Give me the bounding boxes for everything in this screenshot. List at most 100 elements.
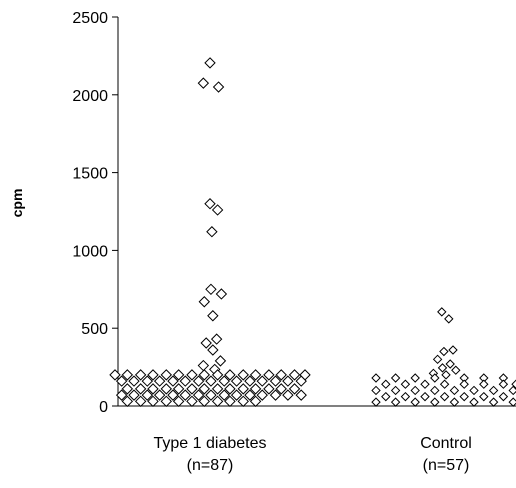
data-point (134, 383, 147, 395)
data-point (198, 383, 211, 395)
data-point (218, 375, 230, 387)
data-point (439, 346, 449, 357)
data-point (134, 395, 147, 408)
data-point (479, 391, 489, 402)
data-point (444, 314, 454, 324)
data-point (197, 77, 210, 89)
data-point (207, 344, 219, 356)
data-point (390, 385, 401, 396)
data-point (445, 359, 455, 369)
data-point (205, 375, 217, 387)
x-category-label: (n=87) (187, 457, 234, 474)
data-point (459, 379, 469, 389)
data-point (141, 389, 154, 401)
data-point (192, 389, 205, 401)
data-point (420, 391, 430, 402)
data-point (249, 383, 262, 395)
data-point (459, 391, 469, 402)
data-point (390, 373, 401, 383)
x-category-label: Control (420, 435, 472, 452)
data-point (449, 397, 460, 407)
data-point (224, 369, 236, 381)
data-point (134, 369, 147, 381)
data-point (488, 397, 499, 407)
y-tick-label: 2500 (72, 10, 108, 27)
data-point (295, 389, 307, 401)
data-point (211, 369, 224, 381)
data-point (179, 375, 192, 387)
data-point (153, 389, 166, 401)
data-point (263, 369, 275, 381)
data-point (430, 373, 440, 383)
data-point (269, 375, 282, 387)
data-point (282, 375, 294, 387)
data-point (160, 395, 173, 408)
data-point (198, 296, 211, 308)
data-point (437, 307, 447, 317)
data-point (237, 395, 249, 408)
data-point (141, 375, 154, 387)
data-point (410, 373, 420, 383)
data-point (212, 81, 225, 93)
data-point (160, 383, 173, 395)
data-point (172, 395, 185, 408)
x-category-label: (n=57) (423, 457, 470, 474)
data-point (147, 395, 159, 408)
data-point (210, 333, 223, 345)
data-point (200, 337, 212, 349)
data-point (469, 397, 479, 407)
data-point (205, 389, 217, 401)
data-point (448, 345, 458, 355)
data-point (441, 370, 451, 380)
data-point (198, 395, 211, 408)
data-point (249, 395, 262, 408)
data-point (479, 379, 489, 389)
data-point (439, 391, 450, 402)
data-point (186, 383, 198, 395)
data-point (488, 385, 499, 396)
data-point (371, 373, 381, 383)
data-point (179, 389, 192, 401)
data-point (371, 397, 381, 407)
axes (117, 17, 516, 407)
data-point (186, 369, 198, 381)
data-point (256, 375, 268, 387)
data-point (167, 389, 179, 401)
data-point (295, 375, 307, 387)
data-point (192, 375, 205, 387)
data-point (172, 369, 185, 381)
data-point (288, 369, 301, 381)
data-point (439, 379, 450, 389)
data-point (269, 389, 282, 401)
data-point (128, 389, 140, 401)
data-point (115, 375, 128, 387)
y-ticks: 0 500 1000 1500 2000 2500 (72, 10, 118, 416)
data-point (237, 369, 249, 381)
data-point (430, 385, 440, 396)
data-point (430, 397, 440, 407)
data-point (211, 383, 224, 395)
y-tick-label: 2000 (72, 88, 108, 105)
data-point (390, 397, 401, 407)
data-point (160, 369, 173, 381)
data-point (282, 389, 294, 401)
data-point (410, 385, 420, 396)
y-tick-label: 500 (81, 321, 108, 338)
data-point (511, 379, 516, 389)
data-point (400, 391, 411, 402)
data-point (498, 391, 509, 402)
data-point (275, 383, 287, 395)
data-point (214, 355, 227, 367)
data-point (237, 383, 249, 395)
data-point (218, 389, 230, 401)
data-point (121, 395, 134, 408)
data-point (275, 369, 287, 381)
data-point (469, 385, 479, 396)
data-point (230, 375, 243, 387)
data-point (256, 389, 268, 401)
y-tick-label: 1500 (72, 166, 108, 183)
data-point (400, 379, 411, 389)
data-point (147, 369, 159, 381)
data-point (371, 385, 381, 396)
